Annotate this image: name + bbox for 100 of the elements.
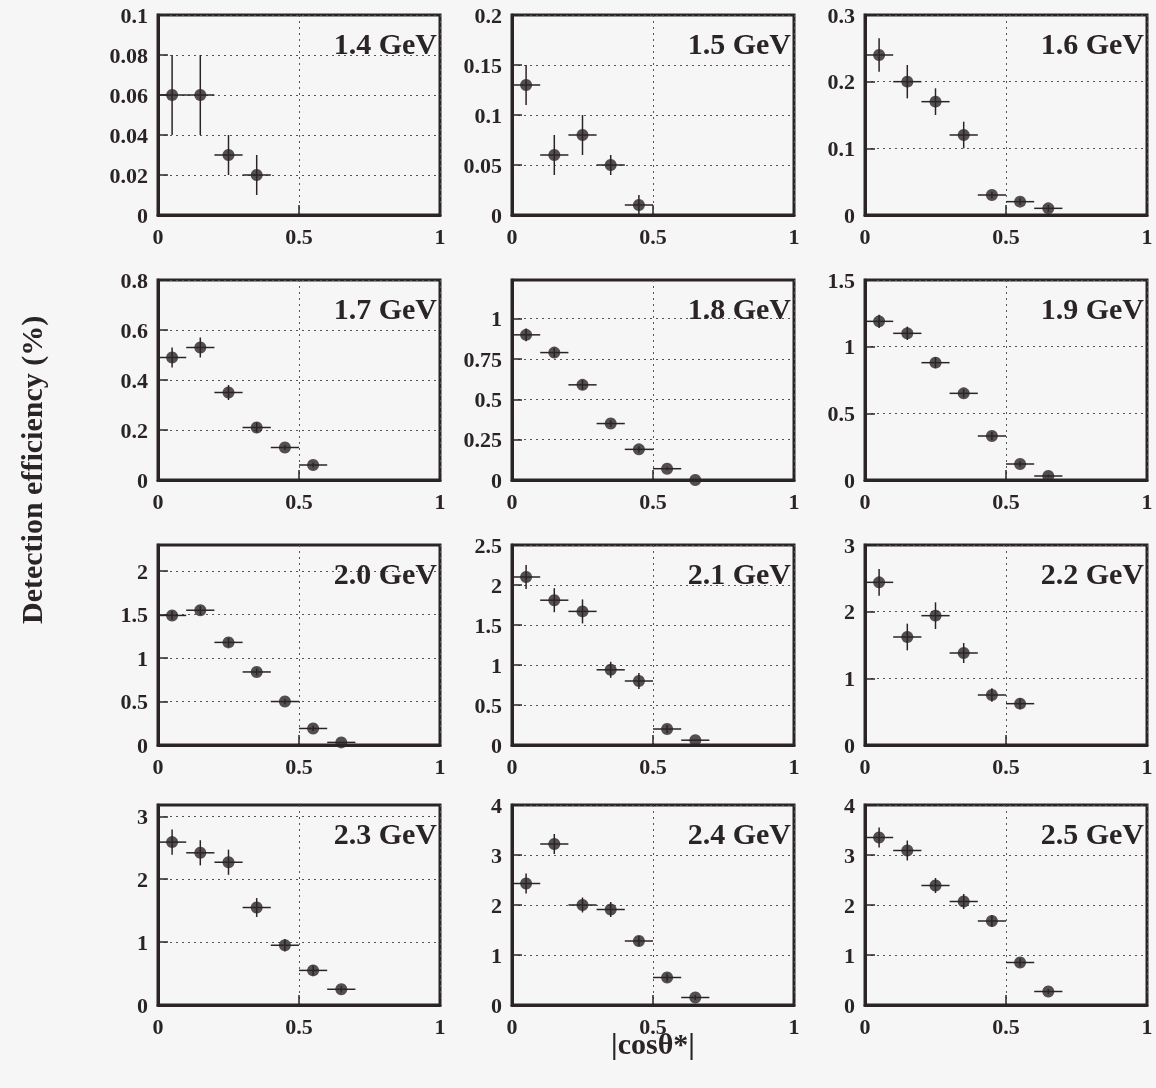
point xyxy=(873,315,886,328)
point xyxy=(1014,458,1027,470)
y-tick-label: 0 xyxy=(491,992,502,1018)
y-tick-label: 0.08 xyxy=(109,42,148,68)
chart-title: 1.8 GeV xyxy=(687,291,792,325)
y-tick-label: 0.6 xyxy=(120,317,148,343)
x-tick-label: 0.5 xyxy=(639,488,667,514)
y-tick-label: 4 xyxy=(844,792,855,818)
y-tick-label: 0 xyxy=(844,467,855,493)
point xyxy=(548,149,561,161)
y-tick-label: 2 xyxy=(844,892,855,918)
point xyxy=(520,571,533,583)
y-tick-label: 1 xyxy=(137,645,148,671)
point xyxy=(632,199,645,211)
point xyxy=(873,831,886,844)
y-tick-label: 0.1 xyxy=(827,135,855,161)
y-tick-label: 0.02 xyxy=(109,162,148,188)
x-tick-label: 1 xyxy=(1141,1013,1153,1039)
y-tick-label: 0.06 xyxy=(109,82,148,108)
point xyxy=(194,604,207,617)
y-tick-label: 0.05 xyxy=(463,152,502,178)
y-tick-label: 3 xyxy=(137,803,148,829)
y-tick-label: 2.5 xyxy=(474,532,502,558)
point xyxy=(901,75,914,88)
chart-title: 2.4 GeV xyxy=(687,816,792,850)
y-tick-label: 0.5 xyxy=(474,386,502,412)
point xyxy=(166,89,179,101)
point xyxy=(604,663,617,676)
point xyxy=(520,328,533,341)
point xyxy=(278,939,291,952)
y-tick-label: 3 xyxy=(844,532,855,558)
x-tick-label: 1 xyxy=(434,223,446,249)
point xyxy=(901,631,914,643)
x-tick-label: 1 xyxy=(788,488,800,514)
point xyxy=(957,895,970,908)
point xyxy=(632,443,645,456)
x-tick-label: 0.5 xyxy=(992,753,1020,779)
point xyxy=(222,636,235,649)
y-tick-label: 0.15 xyxy=(463,52,502,78)
y-tick-label: 4 xyxy=(491,792,502,818)
point xyxy=(335,736,348,749)
y-tick-label: 1 xyxy=(491,942,502,968)
point xyxy=(985,430,998,442)
y-tick-label: 0.5 xyxy=(120,689,148,715)
y-tick-label: 0.2 xyxy=(120,417,148,443)
point xyxy=(307,722,320,735)
chart-title: 2.3 GeV xyxy=(333,816,438,850)
point xyxy=(194,846,207,859)
y-tick-label: 0 xyxy=(491,467,502,493)
x-tick-label: 1 xyxy=(1141,223,1153,249)
chart-title: 1.5 GeV xyxy=(687,26,792,60)
x-tick-label: 1 xyxy=(434,753,446,779)
chart-title: 2.0 GeV xyxy=(333,556,438,590)
point xyxy=(576,605,589,618)
y-tick-label: 0.3 xyxy=(827,2,855,28)
y-tick-label: 0 xyxy=(844,992,855,1018)
y-tick-label: 3 xyxy=(844,842,855,868)
point xyxy=(1014,697,1027,710)
y-tick-label: 1.5 xyxy=(120,602,148,628)
y-tick-label: 0.2 xyxy=(827,69,855,95)
point xyxy=(985,189,998,201)
point xyxy=(250,901,263,914)
x-tick-label: 1 xyxy=(1141,753,1153,779)
point xyxy=(548,838,561,850)
y-tick-label: 2 xyxy=(491,572,502,598)
point xyxy=(222,386,235,399)
point xyxy=(604,903,617,916)
y-tick-label: 0 xyxy=(844,202,855,228)
point xyxy=(576,899,589,911)
y-tick-label: 0.1 xyxy=(120,2,148,28)
y-tick-label: 2 xyxy=(491,892,502,918)
point xyxy=(1042,985,1055,998)
point xyxy=(873,49,886,61)
point xyxy=(661,723,674,735)
point xyxy=(929,356,942,369)
point xyxy=(661,971,674,984)
y-tick-label: 0 xyxy=(137,202,148,228)
point xyxy=(222,149,235,161)
y-tick-label: 0.4 xyxy=(120,367,148,393)
y-tick-label: 0 xyxy=(137,732,148,758)
point xyxy=(1014,956,1027,969)
y-tick-label: 0.5 xyxy=(827,400,855,426)
point xyxy=(689,474,702,486)
y-tick-label: 0.2 xyxy=(474,2,502,28)
point xyxy=(873,576,886,589)
point xyxy=(166,609,179,622)
y-tick-label: 0 xyxy=(844,732,855,758)
point xyxy=(901,844,914,857)
x-tick-label: 1 xyxy=(1141,488,1153,514)
y-tick-label: 1 xyxy=(491,652,502,678)
y-tick-label: 2 xyxy=(137,866,148,892)
point xyxy=(278,441,291,454)
y-tick-label: 3 xyxy=(491,842,502,868)
x-tick-label: 0.5 xyxy=(639,753,667,779)
point xyxy=(166,836,179,849)
y-tick-label: 2 xyxy=(844,599,855,625)
y-axis-title: Detection efficiency (%) xyxy=(15,314,49,627)
point xyxy=(278,695,291,708)
x-tick-label: 0.5 xyxy=(992,488,1020,514)
point xyxy=(901,327,914,340)
